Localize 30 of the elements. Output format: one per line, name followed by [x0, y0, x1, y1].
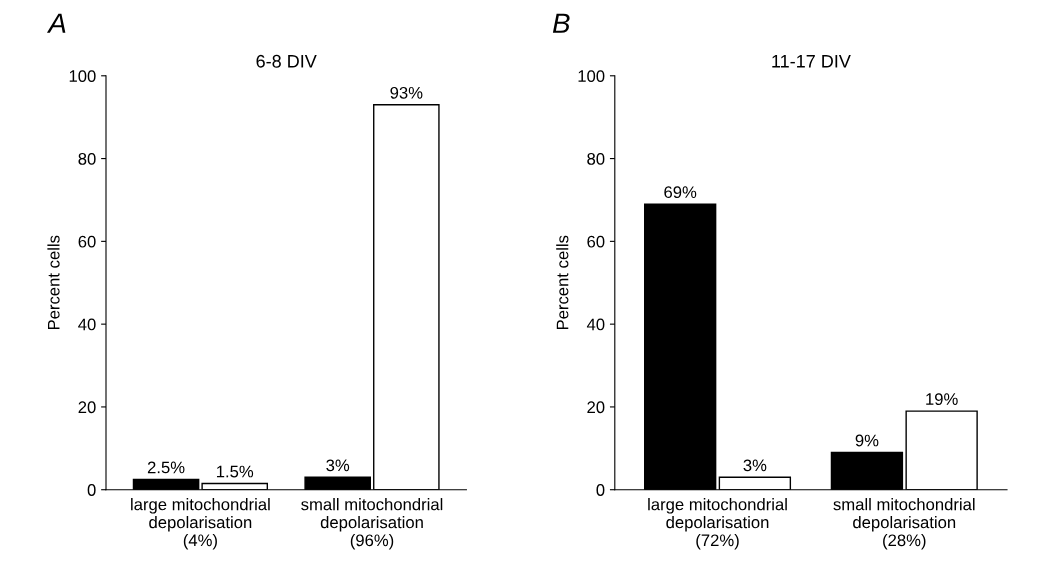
y-tick-label: 80 — [587, 152, 605, 165]
x-tick-label: small mitochondrial depolarisation (28%) — [833, 498, 975, 550]
data-label: 9% — [855, 434, 879, 447]
data-label: 2.5% — [147, 461, 185, 474]
text: A — [46, 13, 66, 33]
y-tick-label: 100 — [578, 70, 605, 82]
y-tick-label: 40 — [78, 318, 96, 331]
data-label: 1.5% — [216, 465, 254, 478]
y-tick-label: 20 — [78, 401, 96, 414]
y-tick-label: 0 — [596, 484, 605, 496]
chart-title: 6-8 DIV — [256, 54, 317, 68]
data-label: 19% — [926, 393, 958, 405]
y-tick-label: 40 — [586, 318, 605, 331]
x-tick-label: large mitochondrial depolarisation (4%) — [131, 498, 270, 550]
y-tick-label: 60 — [78, 235, 96, 248]
y-tick-label: 60 — [587, 235, 605, 248]
y-tick-label: 80 — [78, 152, 96, 165]
x-tick-label: small mitochondrial depolarisation (96%) — [301, 498, 443, 550]
x-tick-label: large mitochondrial depolarisation (72%) — [648, 498, 787, 550]
chart-title: 11-17 DIV — [772, 55, 851, 68]
data-label: 93% — [390, 86, 423, 99]
data-label: 69% — [664, 186, 697, 199]
text: B — [552, 13, 570, 33]
y-tick-label: 20 — [587, 401, 605, 414]
data-label: 3% — [326, 459, 350, 472]
y-tick-label: 0 — [87, 484, 96, 496]
data-label: 3% — [743, 459, 767, 472]
y-axis-title: Percent cells — [47, 235, 60, 330]
y-tick-label: 100 — [69, 70, 96, 82]
y-axis-title: Percent cells — [556, 235, 569, 330]
